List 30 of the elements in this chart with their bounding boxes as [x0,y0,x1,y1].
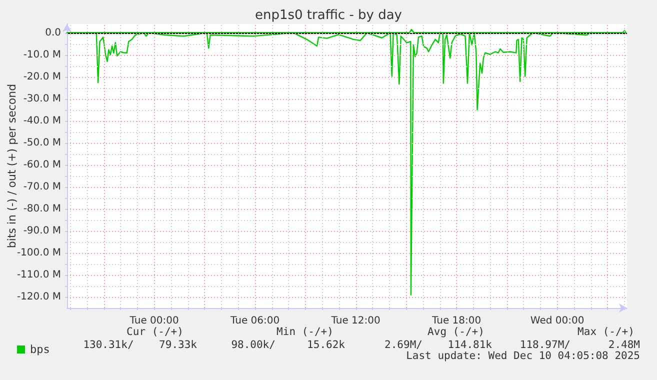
text: 130.31k/ 79.33k [83,339,198,351]
y-tick-label: -50.0 M [23,137,61,148]
y-tick-label: -100.0 M [16,247,61,258]
text: Min (-/+) [276,326,334,338]
y-tick-label: -40.0 M [23,115,61,126]
y-tick-label: -110.0 M [16,269,61,280]
text: 98.00k/ 15.62k [231,339,346,351]
y-tick-label: -90.0 M [23,225,61,236]
y-tick-label: -30.0 M [23,93,61,104]
x-tick-label: Wed 00:00 [530,316,584,326]
x-tick-label: Tue 06:00 [230,316,280,326]
text: 118.97M/ 2.48M [520,339,640,351]
y-tick-label: -80.0 M [23,203,61,214]
text: 2.69M/ 114.81k [384,339,493,351]
text: Last update: Wed Dec 10 04:05:08 2025 [406,350,640,362]
text: Max (-/+) [578,326,634,338]
y-axis-title: bits in (-) / out (+) per second [6,84,18,248]
y-tick-label: -20.0 M [23,71,61,82]
y-tick-label: -10.0 M [23,49,61,60]
x-tick-label: Tue 00:00 [128,316,179,326]
legend-label: bps [30,343,50,356]
y-tick-label: 0.0 [45,27,61,38]
y-tick-label: -70.0 M [23,181,61,192]
x-tick-label: Tue 18:00 [431,316,482,326]
x-tick-label: Tue 12:00 [330,316,380,326]
y-tick-label: -60.0 M [23,159,61,170]
chart-title: enp1s0 traffic - by day [254,8,402,23]
text: Cur (-/+) [126,326,184,338]
y-tick-label: -120.0 M [16,291,61,302]
text: Avg (-/+) [428,326,484,338]
